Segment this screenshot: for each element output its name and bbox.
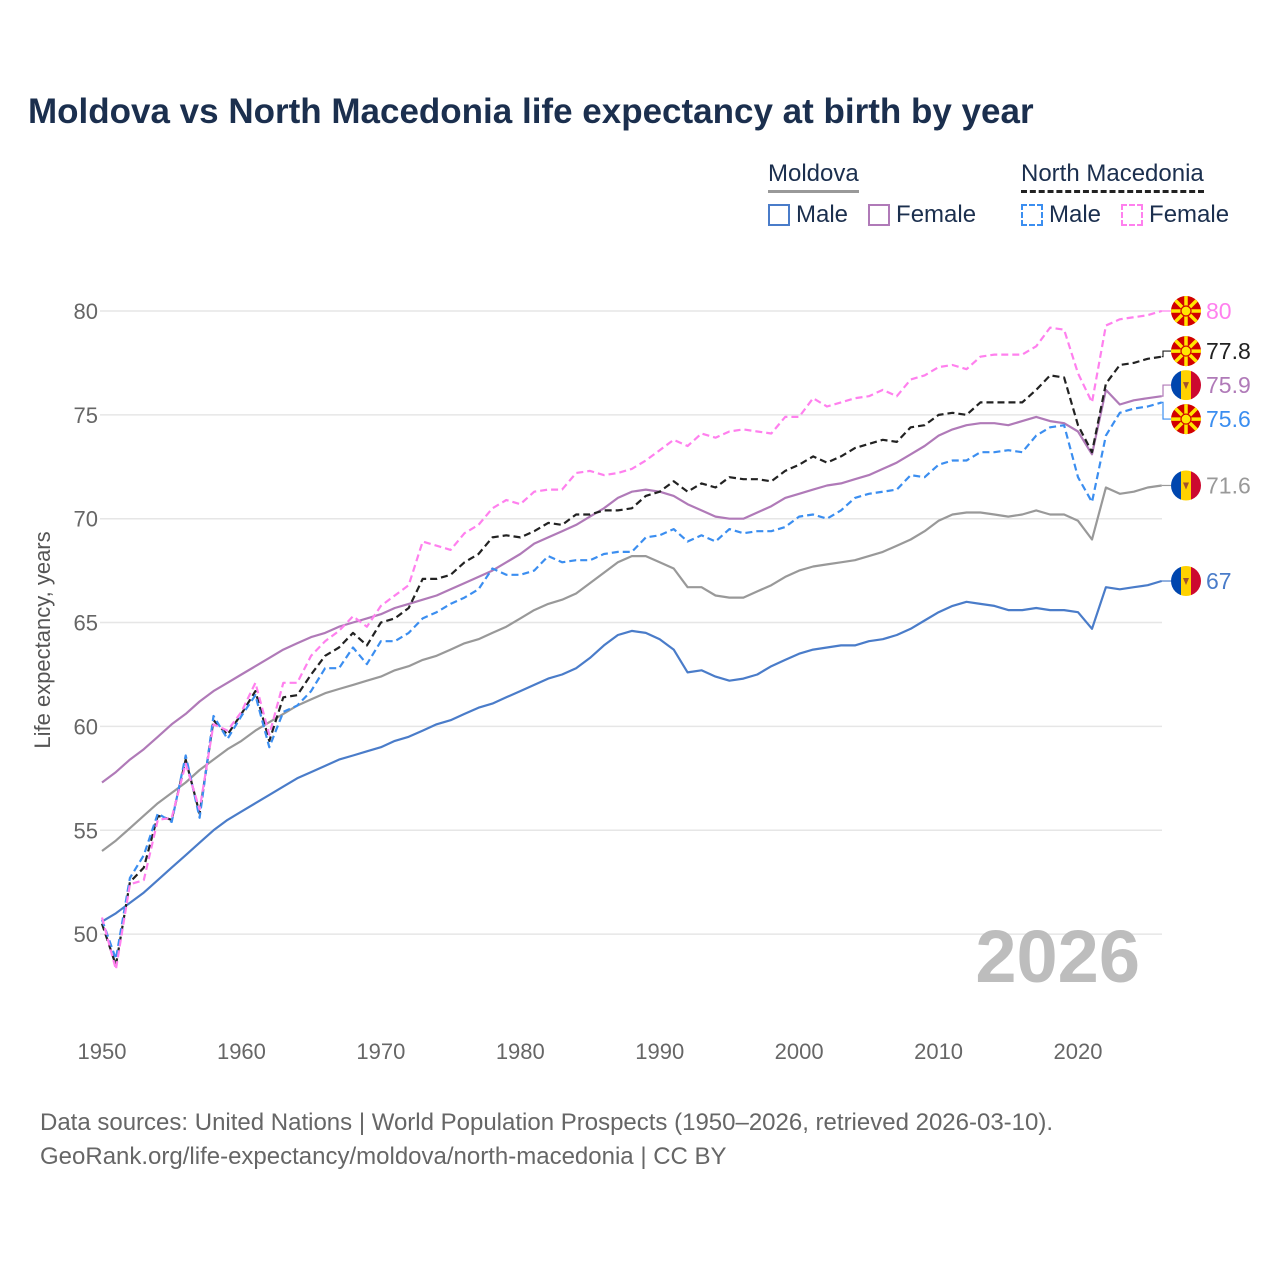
legend-label-nm-female: Female [1149, 201, 1230, 228]
flag-stripe-red [1191, 566, 1201, 597]
x-tick-label: 1950 [78, 1039, 127, 1064]
end-value-label: 71.6 [1206, 472, 1251, 498]
x-tick-label: 1990 [635, 1039, 684, 1064]
series-line-north-macedonia-female [100, 309, 1163, 971]
flag-emblem [1183, 382, 1189, 390]
x-tick-label: 2020 [1054, 1039, 1103, 1064]
end-value-label: 75.6 [1206, 406, 1251, 432]
x-tick-label: 2000 [775, 1039, 824, 1064]
legend-label-moldova-male: Male [796, 201, 849, 228]
y-tick-label: 55 [74, 818, 98, 843]
series-line-moldova-male [101, 579, 1163, 923]
north-macedonia-flag-icon [1171, 404, 1201, 435]
legend-north-macedonia-title: North Macedonia [1021, 160, 1204, 193]
label-connector [1161, 350, 1171, 358]
flag-sun [1180, 345, 1192, 357]
flag-sun [1180, 305, 1192, 317]
chart-title: Moldova vs North Macedonia life expectan… [28, 92, 1034, 131]
x-tick-label: 1980 [496, 1039, 545, 1064]
y-tick-label: 80 [74, 299, 98, 324]
y-tick-label: 70 [74, 507, 98, 532]
series-line-moldova [101, 484, 1162, 852]
flag-stripe-blue [1171, 370, 1181, 401]
legend-swatch-nm-male [1021, 204, 1043, 226]
north-macedonia-flag-icon [1171, 296, 1201, 326]
x-tick-label: 1960 [217, 1039, 266, 1064]
flag-stripe-red [1191, 370, 1201, 401]
flag-stripe-blue [1171, 566, 1181, 597]
x-tick-label: 1970 [356, 1039, 405, 1064]
flag-emblem [1183, 482, 1189, 490]
legend-moldova: Moldova Male Female [768, 160, 976, 229]
moldova-flag-icon [1171, 370, 1201, 401]
y-tick-label: 75 [74, 403, 98, 428]
y-tick-label: 65 [74, 611, 98, 636]
end-value-label: 80 [1206, 298, 1232, 324]
legend-swatch-nm-female [1121, 204, 1144, 226]
data-source-text: Data sources: United Nations | World Pop… [40, 1109, 1054, 1136]
series-line-north-macedonia-male [100, 401, 1163, 961]
flag-stripe-red [1191, 470, 1201, 501]
moldova-flag-icon [1171, 470, 1201, 501]
y-tick-label: 50 [74, 922, 98, 947]
legend-label-nm-male: Male [1049, 201, 1102, 228]
legend-swatch-moldova-female [868, 204, 891, 226]
label-connector [1161, 401, 1171, 420]
flag-emblem [1183, 578, 1189, 586]
y-tick-label: 60 [74, 714, 98, 739]
end-value-label: 77.8 [1206, 338, 1251, 364]
end-value-label: 67 [1206, 568, 1232, 594]
y-axis-label: Life expectancy, years [30, 531, 55, 748]
legend-moldova-title: Moldova [768, 160, 859, 193]
north-macedonia-flag-icon [1171, 336, 1201, 367]
moldova-flag-icon [1171, 566, 1201, 597]
legend-north-macedonia: North Macedonia Male Female [1021, 160, 1229, 229]
flag-sun [1180, 413, 1192, 425]
series-line-moldova-female [101, 388, 1162, 784]
flag-stripe-blue [1171, 470, 1181, 501]
year-watermark: 2026 [975, 915, 1140, 998]
label-connector [1161, 384, 1171, 397]
footer: Data sources: United Nations | World Pop… [40, 1106, 1053, 1174]
end-value-label: 75.9 [1206, 372, 1251, 398]
legend-label-moldova-female: Female [896, 201, 977, 228]
legend-swatch-moldova-male [768, 204, 790, 226]
attribution-text: GeoRank.org/life-expectancy/moldova/nort… [40, 1143, 727, 1170]
x-tick-label: 2010 [914, 1039, 963, 1064]
series-line-north-macedonia [100, 355, 1162, 967]
